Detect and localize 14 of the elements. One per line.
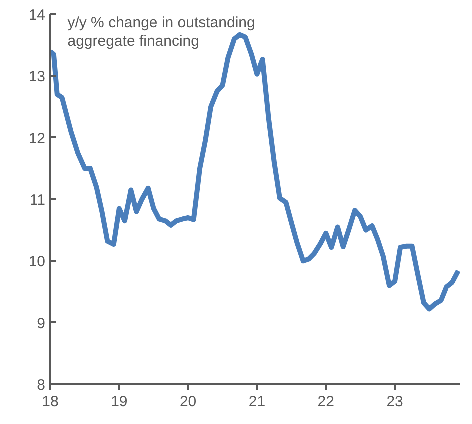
y-tick-label: 14 <box>28 7 46 24</box>
y-tick-label: 13 <box>28 68 46 86</box>
y-tick-label: 11 <box>30 192 46 209</box>
x-tick-label: 20 <box>180 394 197 410</box>
x-tick-label: 23 <box>386 394 404 410</box>
x-tick-label: 19 <box>111 394 128 410</box>
y-tick-label: 8 <box>37 377 46 394</box>
x-tick-label: 22 <box>318 394 334 410</box>
annotation: y/y % change in outstanding aggregate financing <box>68 14 256 50</box>
x-tick-label: 18 <box>42 394 59 410</box>
y-tick-label: 9 <box>37 315 46 332</box>
x-tick-label: 21 <box>248 394 266 410</box>
y-tick-label: 10 <box>28 254 46 271</box>
y-tick-label: 12 <box>28 130 46 148</box>
